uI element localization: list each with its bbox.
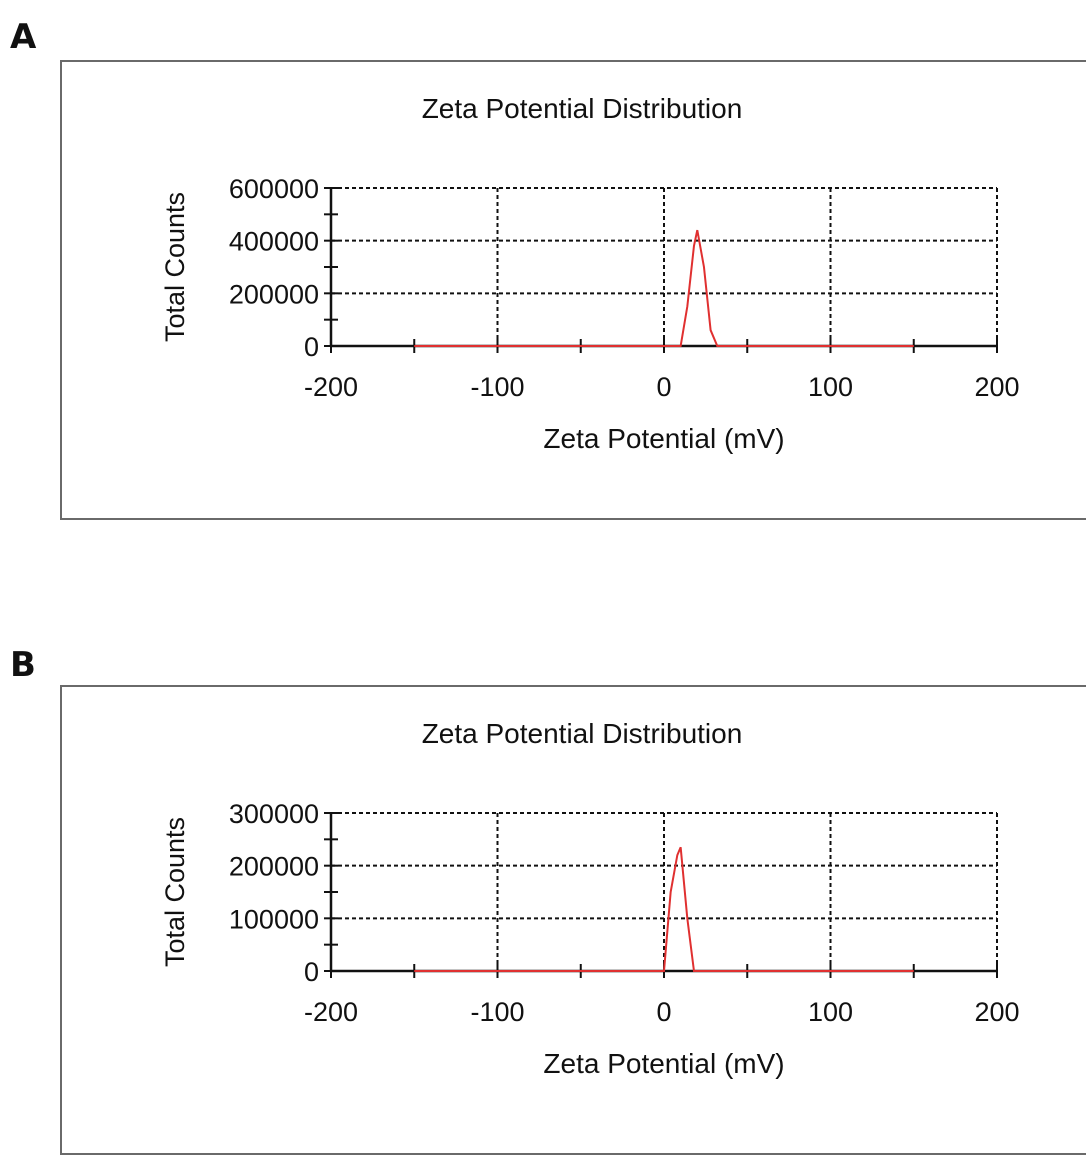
y-tick-label: 100000 [229, 904, 319, 934]
x-tick-label: 100 [808, 997, 853, 1027]
y-tick-label: 300000 [229, 799, 319, 829]
x-axis-label: Zeta Potential (mV) [543, 1048, 784, 1079]
y-tick-label: 200000 [229, 279, 319, 309]
chart-frame-a: Zeta Potential Distribution 600000 400000 2… [60, 60, 1086, 520]
panel-label-b: B [10, 645, 36, 685]
x-axis-label: Zeta Potential (mV) [543, 423, 784, 454]
y-tick-label: 0 [304, 957, 319, 987]
x-tick-label: 200 [974, 372, 1019, 402]
y-axis-label: Total Counts [160, 817, 190, 967]
series-line [414, 229, 914, 347]
x-tick-label: -100 [470, 372, 524, 402]
x-tick-label: 200 [974, 997, 1019, 1027]
x-tick-label: -100 [470, 997, 524, 1027]
panel-label-a: A [10, 17, 37, 57]
x-tick-label: -200 [304, 997, 358, 1027]
chart-title: Zeta Potential Distribution [422, 718, 743, 749]
x-tick-label: 0 [656, 997, 671, 1027]
y-tick-label: 400000 [229, 227, 319, 257]
y-axis-label: Total Counts [160, 192, 190, 342]
x-tick-label: -200 [304, 372, 358, 402]
zeta-chart-a: Zeta Potential Distribution 600000 400000 2… [160, 93, 1020, 454]
x-tick-label: 0 [656, 372, 671, 402]
series-line [414, 846, 914, 972]
x-tick-label: 100 [808, 372, 853, 402]
y-tick-label: 0 [304, 332, 319, 362]
chart-frame-b: Zeta Potential Distribution 300000 200000 1… [60, 685, 1086, 1155]
zeta-chart-b: Zeta Potential Distribution 300000 200000 1… [160, 718, 1020, 1079]
y-tick-label: 200000 [229, 852, 319, 882]
chart-title: Zeta Potential Distribution [422, 93, 743, 124]
y-tick-label: 600000 [229, 174, 319, 204]
